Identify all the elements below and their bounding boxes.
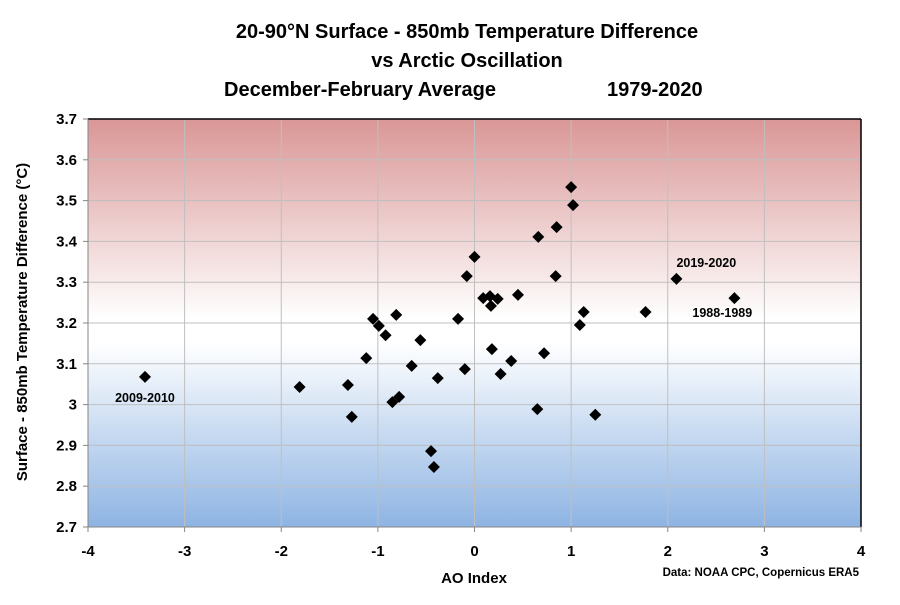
- data-point: [567, 199, 580, 212]
- data-point: [511, 288, 524, 301]
- x-tick-label: -1: [371, 543, 384, 560]
- data-point: [390, 308, 403, 321]
- data-point: [549, 270, 562, 283]
- data-point: [372, 319, 385, 332]
- data-point: [538, 347, 551, 360]
- x-axis-label: AO Index: [441, 570, 508, 587]
- data-point: [532, 230, 545, 243]
- data-point: [414, 334, 427, 347]
- gridlines: [88, 119, 861, 527]
- data-point: [360, 352, 373, 365]
- data-point: [367, 312, 380, 325]
- data-point: [393, 390, 406, 403]
- x-tick-label: 0: [470, 543, 478, 560]
- y-tick-label: 2.9: [56, 437, 77, 454]
- y-tick-label: 3.6: [56, 152, 77, 169]
- annotations: 2009-2010 2019-2020 1988-1989: [115, 256, 752, 405]
- tick-labels: 2.7 2.8 2.9 3 3.1 3.2 3.3 3.4 3.5 3.6 3.7 -4 -3 -2 -1 0…: [56, 111, 866, 560]
- y-tick-label: 3.5: [56, 193, 77, 210]
- data-point: [431, 372, 444, 385]
- data-point: [460, 270, 473, 283]
- data-point: [565, 181, 578, 194]
- data-point: [728, 292, 741, 305]
- data-point: [427, 461, 440, 474]
- data-point: [589, 408, 602, 421]
- y-tick-label: 3.4: [56, 233, 78, 250]
- point-annotation: 1988-1989: [692, 306, 752, 320]
- y-tick-label: 3.3: [56, 274, 77, 291]
- y-tick-label: 3: [69, 397, 77, 414]
- data-point: [639, 305, 652, 318]
- data-point: [670, 272, 683, 285]
- data-point: [379, 329, 392, 342]
- data-source-note: Data: NOAA CPC, Copernicus ERA5: [663, 567, 860, 579]
- data-point: [531, 403, 544, 416]
- x-tick-label: 4: [857, 543, 866, 560]
- data-point: [458, 363, 471, 376]
- axes: [83, 118, 862, 532]
- data-point: [405, 359, 418, 372]
- x-tick-label: 1: [567, 543, 575, 560]
- x-tick-label: -4: [81, 543, 95, 560]
- point-annotation: 2019-2020: [676, 256, 736, 270]
- data-point: [577, 305, 590, 318]
- data-point: [386, 396, 399, 409]
- data-point: [452, 312, 465, 325]
- data-point: [293, 381, 306, 394]
- data-point: [550, 221, 563, 234]
- data-points: [139, 181, 741, 474]
- y-axis-label: Surface - 850mb Temperature Difference (…: [14, 163, 31, 481]
- chart-title-line-2: vs Arctic Oscillation: [371, 50, 563, 72]
- x-tick-label: -2: [275, 543, 288, 560]
- y-tick-label: 2.8: [56, 478, 77, 495]
- data-point: [345, 410, 358, 423]
- chart-title-line-1: 20-90°N Surface - 850mb Temperature Diff…: [236, 21, 698, 43]
- x-tick-label: -3: [178, 543, 191, 560]
- point-annotation: 2009-2010: [115, 391, 175, 405]
- y-tick-label: 3.1: [56, 356, 77, 373]
- data-point: [491, 292, 504, 305]
- y-tick-label: 2.7: [56, 519, 77, 536]
- x-tick-label: 3: [760, 543, 768, 560]
- y-tick-label: 3.7: [56, 111, 77, 128]
- data-point: [341, 379, 354, 392]
- data-point: [494, 368, 507, 380]
- data-point: [425, 445, 438, 458]
- data-point: [139, 370, 152, 383]
- data-point: [485, 343, 498, 356]
- x-tick-label: 2: [664, 543, 672, 560]
- data-point: [573, 319, 586, 332]
- chart-subtitle-years: 1979-2020: [607, 79, 703, 101]
- chart-subtitle-period: December-February Average: [224, 79, 496, 101]
- data-point: [484, 299, 497, 312]
- data-point: [468, 250, 481, 263]
- y-tick-label: 3.2: [56, 315, 77, 332]
- data-point: [505, 354, 518, 367]
